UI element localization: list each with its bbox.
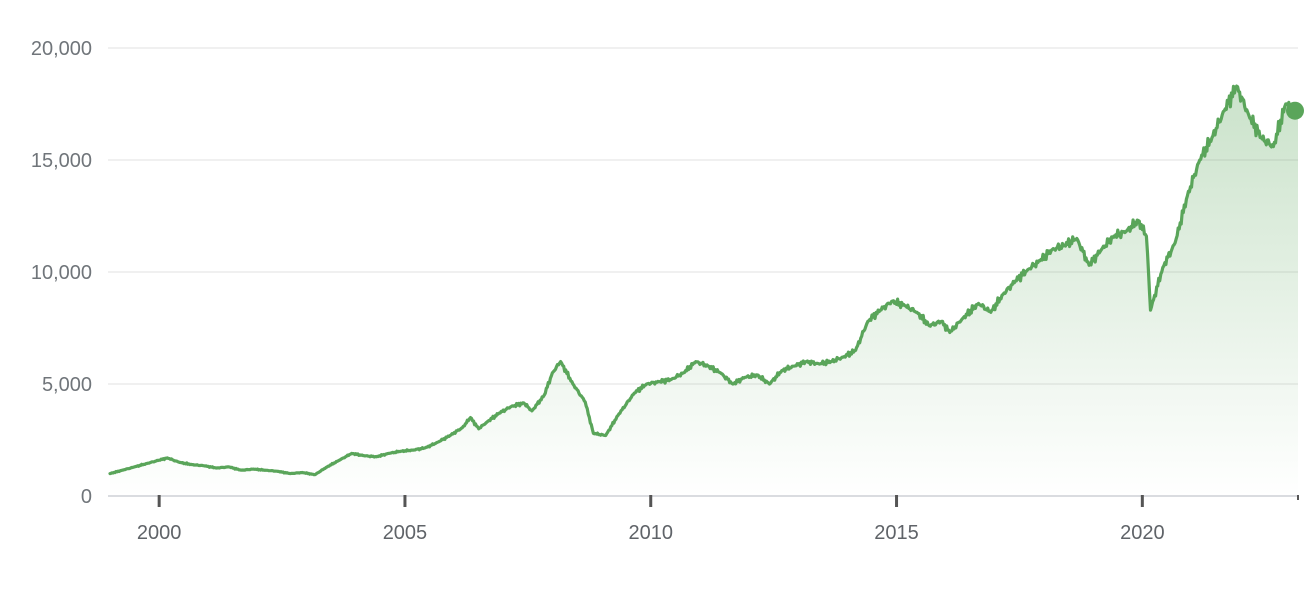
y-tick-label: 0 bbox=[81, 486, 92, 508]
last-value-marker[interactable] bbox=[1286, 101, 1304, 120]
price-line bbox=[108, 84, 1304, 477]
y-axis-labels: 0 5,000 10,000 15,000 20,000 bbox=[31, 38, 92, 508]
x-tick-label: 2015 bbox=[874, 522, 919, 544]
x-axis bbox=[108, 495, 1299, 507]
y-tick-label: 15,000 bbox=[31, 150, 92, 172]
y-tick-label: 20,000 bbox=[31, 38, 92, 60]
area-fill bbox=[110, 86, 1298, 496]
series-area bbox=[110, 86, 1298, 496]
x-tick-label: 2005 bbox=[383, 522, 428, 544]
x-tick-label: 2000 bbox=[137, 522, 182, 544]
x-axis-labels: 2000 2005 2010 2015 2020 bbox=[137, 522, 1165, 544]
x-tick-label: 2010 bbox=[628, 522, 673, 544]
y-tick-label: 5,000 bbox=[42, 374, 92, 396]
x-tick-label: 2020 bbox=[1120, 522, 1165, 544]
y-tick-label: 10,000 bbox=[31, 262, 92, 284]
series-line bbox=[108, 84, 1300, 477]
